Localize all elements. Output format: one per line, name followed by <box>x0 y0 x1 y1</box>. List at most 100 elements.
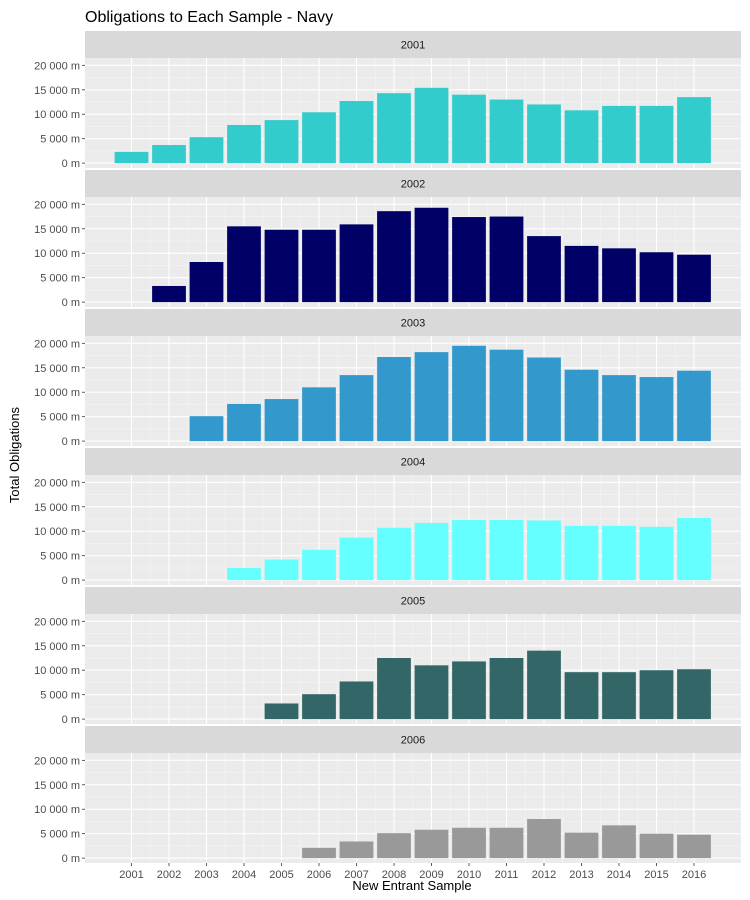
bar <box>414 352 449 442</box>
y-tick-label: 5 000 m <box>40 690 80 702</box>
chart-title: Obligations to Each Sample - Navy <box>85 9 333 26</box>
facet-panel: 2005 0 m 5 000 m 10 000 m 15 000 m 20 000 m <box>34 587 741 726</box>
bar <box>489 519 524 581</box>
y-tick-label: 20 000 m <box>34 199 80 211</box>
bar <box>677 518 711 581</box>
bar <box>564 672 599 720</box>
bar <box>377 357 411 442</box>
facet-strip-label: 2006 <box>401 735 425 747</box>
bar <box>377 658 411 720</box>
bar <box>414 522 449 581</box>
bar <box>489 216 524 303</box>
y-tick-label: 5 000 m <box>40 829 80 841</box>
bar <box>152 285 186 303</box>
bar <box>602 525 636 581</box>
y-tick-label: 5 000 m <box>40 412 80 424</box>
bar <box>677 370 711 442</box>
bar <box>602 375 636 442</box>
y-tick-label: 20 000 m <box>34 60 80 72</box>
bar <box>527 520 561 581</box>
y-tick-label: 0 m <box>62 158 80 170</box>
bar <box>414 87 449 164</box>
x-tick-label: 2011 <box>495 869 519 881</box>
x-tick-label: 2006 <box>307 869 331 881</box>
bar <box>227 403 261 442</box>
x-tick-label: 2002 <box>157 869 181 881</box>
facet-strip <box>85 448 741 475</box>
facet-panel: 2001 0 m 5 000 m 10 000 m 15 000 m 20 000 m <box>34 31 741 170</box>
y-tick-label: 15 000 m <box>34 502 80 514</box>
facet-panel: 2006 0 m 5 000 m 10 000 m 15 000 m 20 000 m <box>34 726 741 865</box>
bar <box>489 827 524 859</box>
facet-strip <box>85 309 741 336</box>
y-tick-label: 10 000 m <box>34 804 80 816</box>
y-axis-title: Total Obligations <box>7 406 22 503</box>
x-tick-label: 2009 <box>419 869 443 881</box>
bar <box>339 537 374 581</box>
bar <box>639 377 674 442</box>
bar <box>452 661 486 720</box>
y-tick-label: 10 000 m <box>34 526 80 538</box>
bar <box>677 669 711 720</box>
bar <box>489 349 524 442</box>
bar <box>302 112 336 164</box>
bar <box>452 827 486 859</box>
bar <box>527 104 561 164</box>
bar <box>527 819 561 859</box>
bar <box>527 650 561 720</box>
bar <box>677 97 711 164</box>
bar <box>302 229 336 303</box>
x-axis-title: New Entrant Sample <box>352 878 471 893</box>
bar <box>302 549 336 581</box>
bar <box>452 94 486 164</box>
bar <box>339 841 374 859</box>
y-tick-label: 20 000 m <box>34 755 80 767</box>
bar <box>602 248 636 303</box>
x-axis-ticks: 2001 2002 2003 2004 2005 2006 2007 2008 2009 2010… <box>119 863 706 881</box>
bar <box>264 399 299 442</box>
bar <box>564 525 599 581</box>
bar <box>527 236 561 303</box>
y-tick-label: 15 000 m <box>34 85 80 97</box>
y-tick-label: 0 m <box>62 297 80 309</box>
bar <box>339 101 374 164</box>
y-tick-label: 10 000 m <box>34 109 80 121</box>
y-tick-label: 20 000 m <box>34 616 80 628</box>
y-tick-label: 0 m <box>62 575 80 587</box>
x-tick-label: 2003 <box>194 869 218 881</box>
x-tick-label: 2010 <box>457 869 481 881</box>
bar <box>227 226 261 303</box>
y-tick-label: 15 000 m <box>34 363 80 375</box>
bar <box>114 151 149 164</box>
y-tick-label: 15 000 m <box>34 224 80 236</box>
bar <box>452 217 486 303</box>
bar <box>377 211 411 303</box>
x-tick-label: 2016 <box>682 869 706 881</box>
facet-strip-label: 2001 <box>401 40 425 52</box>
facet-strip-label: 2003 <box>401 318 425 330</box>
y-tick-label: 15 000 m <box>34 780 80 792</box>
facet-strip-label: 2004 <box>401 457 425 469</box>
x-tick-label: 2005 <box>269 869 293 881</box>
bar <box>264 229 299 303</box>
bar <box>564 110 599 164</box>
bar <box>564 369 599 442</box>
facet-strip-label: 2002 <box>401 179 425 191</box>
bar <box>602 672 636 720</box>
y-tick-label: 10 000 m <box>34 248 80 260</box>
x-tick-label: 2007 <box>344 869 368 881</box>
x-tick-label: 2015 <box>644 869 668 881</box>
bar <box>189 262 224 303</box>
x-tick-label: 2004 <box>232 869 256 881</box>
facet-strip-label: 2005 <box>401 596 425 608</box>
bar <box>339 375 374 442</box>
bar <box>639 670 674 720</box>
bar <box>377 527 411 581</box>
bar <box>264 703 299 720</box>
bar <box>489 658 524 720</box>
facet-strip <box>85 726 741 753</box>
bar <box>152 145 186 164</box>
bar <box>639 252 674 303</box>
y-tick-label: 0 m <box>62 853 80 865</box>
